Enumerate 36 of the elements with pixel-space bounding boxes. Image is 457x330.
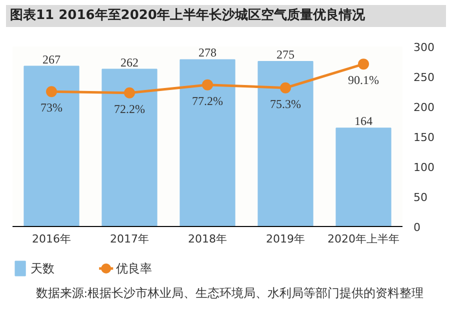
x-tick-label: 2018年 (188, 232, 228, 246)
x-tick-label: 2019年 (266, 232, 306, 246)
bar (180, 59, 236, 226)
point (358, 58, 369, 70)
point (46, 86, 57, 98)
data-label: 164 (354, 114, 372, 128)
x-tick-label: 2020年上半年 (328, 232, 400, 246)
y-tick-label: 100 (414, 161, 434, 174)
data-label: 278 (198, 46, 216, 60)
legend-label: 天数 (30, 262, 54, 276)
y-tick-label: 0 (414, 221, 420, 234)
chart-title: 图表11 2016年至2020年上半年长沙城区空气质量优良情况 (10, 7, 365, 25)
x-tick-label: 2017年 (110, 232, 150, 246)
x-tick-label: 2016年 (32, 232, 72, 246)
data-label: 73% (40, 100, 62, 115)
y-tick-label: 150 (414, 131, 434, 144)
y-tick-label: 250 (414, 71, 434, 84)
data-label: 90.1% (348, 73, 379, 88)
point (280, 82, 291, 94)
y-tick-label: 200 (414, 101, 434, 114)
y-tick-label: 300 (414, 41, 434, 54)
data-label: 262 (120, 55, 138, 70)
point (124, 87, 135, 98)
bar (258, 61, 314, 226)
bar (24, 66, 80, 226)
data-label: 275 (276, 48, 294, 62)
point (202, 79, 213, 90)
source-note: 数据来源:根据长沙市林业局、生态环境局、水利局等部门提供的资料整理 (36, 285, 424, 302)
y-tick-label: 50 (414, 191, 428, 204)
bar (102, 68, 158, 226)
data-label: 77.2% (192, 94, 223, 108)
bar (336, 128, 392, 226)
legend-label: 优良率 (116, 262, 152, 276)
data-label: 72.2% (114, 102, 145, 116)
data-label: 267 (42, 52, 60, 66)
data-label: 75.3% (270, 96, 301, 111)
